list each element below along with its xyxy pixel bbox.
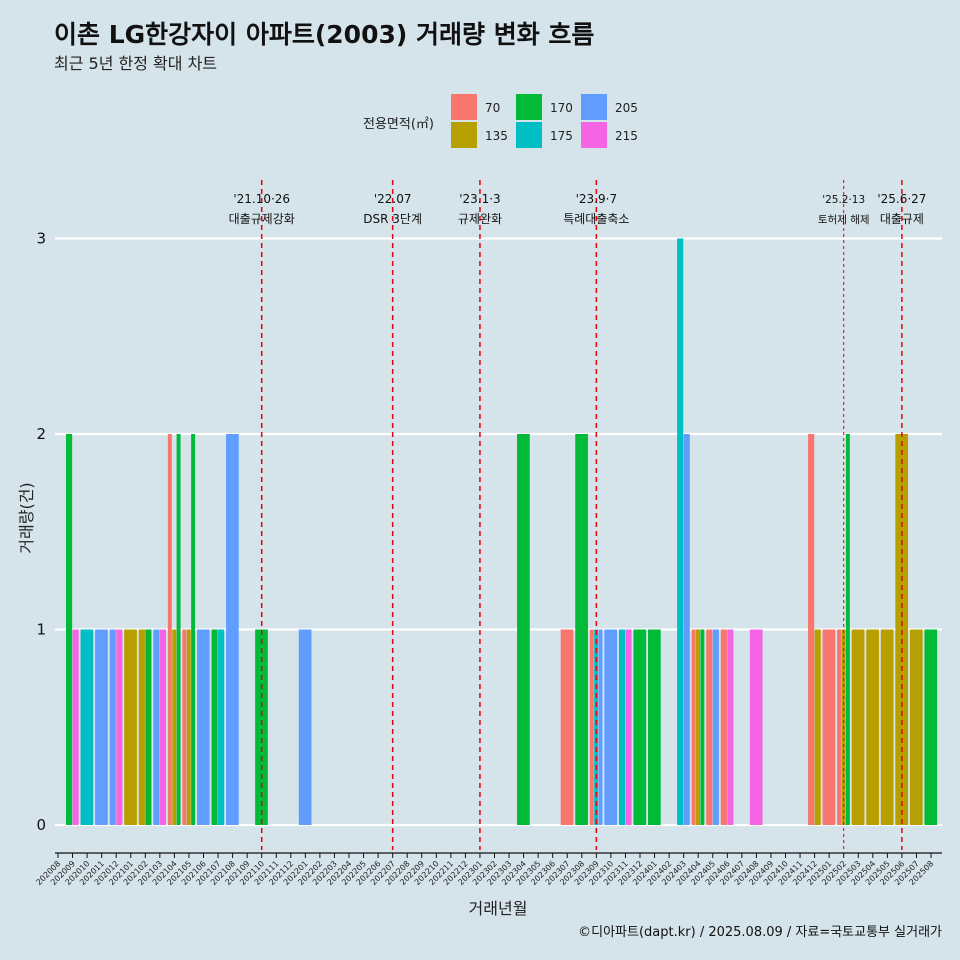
bar-202009-170 [66,434,73,825]
y-tick-label: 3 [36,230,46,248]
bar-202403-175 [677,238,684,825]
annotation-label: 대출규제 [880,212,924,226]
y-tick-label: 0 [36,816,46,834]
bar-202308-170 [575,434,588,825]
legend-swatch-170 [516,94,542,120]
legend-swatch-70 [451,94,477,120]
annotations: '21.10·26 대출규제강화 '22.07 DSR 3단계 '23.1·3 규제완화 '… [229,180,926,850]
bar-202508-170 [924,629,938,825]
bar-202102-135 [138,629,145,825]
bar-202502-70 [837,629,842,825]
chart-subtitle: 최근 5년 한정 확대 차트 [54,54,217,73]
bar-202501-70 [822,629,836,825]
bar-202408-215 [749,629,763,825]
x-axis-title: 거래년월 [469,899,528,918]
bar-202201-205 [298,629,312,825]
bar-202403-205 [683,434,690,825]
bar-202108-205 [226,434,239,825]
bar-202103-205 [153,629,160,825]
bar-202507-135 [909,629,923,825]
bar-202012-215 [116,629,123,825]
bar-202011-205 [95,629,108,825]
bars [66,238,938,825]
bar-202310-205 [604,629,618,825]
bar-202505-135 [880,629,894,825]
bar-202309-175 [594,629,599,825]
y-tick-label: 2 [36,425,46,443]
bar-202103-215 [159,629,166,825]
annotation-date: '25.6·27 [877,192,926,206]
bar-202106-205 [196,629,210,825]
bar-202406-70 [720,629,727,825]
annotation-date: '23.9·7 [576,192,617,206]
bar-202404-135 [696,629,700,825]
legend-label: 215 [615,129,638,143]
bar-202105-170 [191,434,196,825]
bar-202311-215 [625,629,632,825]
annotation-date: '23.1·3 [459,192,500,206]
bar-202107-175 [218,629,225,825]
bar-202406-215 [727,629,734,825]
annotation-date: '22.07 [374,192,412,206]
bar-202104-170 [176,434,181,825]
bar-202009-215 [72,629,79,825]
bar-202104-70 [167,434,172,825]
y-tick-label: 1 [36,621,46,639]
bar-202307-70 [560,629,574,825]
bar-202304-170 [517,434,530,825]
bar-202502-170 [845,434,850,825]
bar-202107-170 [211,629,218,825]
bar-202101-135 [124,629,137,825]
annotation-label: 특례대출축소 [563,212,629,226]
legend-swatch-175 [516,122,542,148]
bar-202104-135 [172,629,177,825]
annotation-label: 대출규제강화 [229,212,295,226]
bar-202311-175 [618,629,626,825]
bar-202405-70 [706,629,713,825]
annotation-date: '25.2·13 [822,194,865,206]
annotation-date: '21.10·26 [233,192,290,206]
bar-202503-135 [851,629,865,825]
bar-202012-205 [109,629,116,825]
legend-label: 205 [615,101,638,115]
bar-202504-135 [866,629,879,825]
bar-202506-135 [895,434,909,825]
bar-202309-205 [598,629,603,825]
bar-202405-205 [712,629,719,825]
legend-label: 135 [485,129,508,143]
bar-202105-70 [182,629,187,825]
x-axis: 2020082020092020102020112020122021012021… [34,852,942,887]
bar-202412-70 [808,434,815,825]
legend-swatch-135 [451,122,477,148]
bar-202404-170 [700,629,705,825]
bar-202105-135 [186,629,191,825]
legend-swatch-205 [581,94,607,120]
bar-202102-170 [145,629,152,825]
annotation-label: DSR 3단계 [363,212,422,226]
legend-swatch-215 [581,122,607,148]
chart-caption: ©디아파트(dapt.kr) / 2025.08.09 / 자료=국토교통부 실… [578,925,942,940]
y-axis-title: 거래량(건) [17,482,36,553]
legend: 전용면적(㎡) 70 135 170 175 205 215 [363,94,638,148]
legend-label: 170 [550,101,573,115]
chart-title: 이촌 LG한강자이 아파트(2003) 거래량 변화 흐름 [54,20,594,49]
gridlines: 0 1 2 3 [36,230,942,834]
bar-202309-70 [589,629,594,825]
bar-202401-170 [648,629,661,825]
legend-title: 전용면적(㎡) [363,117,434,132]
legend-label: 175 [550,129,573,143]
bar-202404-70 [691,629,696,825]
bar-202010-175 [80,629,94,825]
legend-label: 70 [485,101,500,115]
annotation-label: 토허제 해제 [818,213,870,226]
annotation-label: 규제완화 [458,212,502,226]
bar-202110-170 [255,629,268,825]
bar-202312-170 [633,629,647,825]
bar-202412-135 [814,629,821,825]
